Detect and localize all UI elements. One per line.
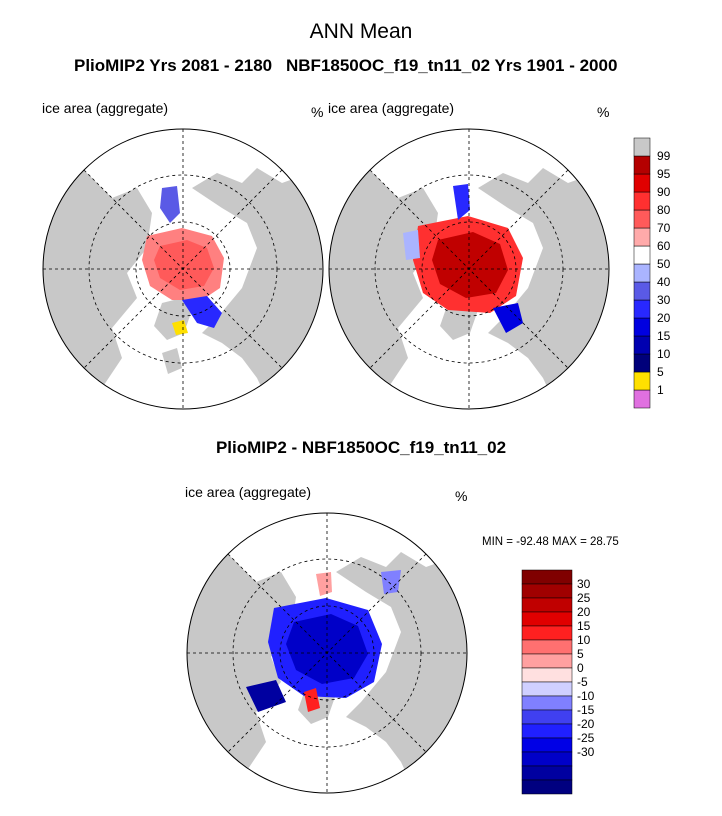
polar-map-pliomip2 <box>42 128 324 410</box>
colorbar-box <box>521 611 573 627</box>
colorbar-label: -10 <box>577 689 595 703</box>
land-north-america <box>329 158 438 409</box>
colorbar-box <box>521 695 573 711</box>
colorbar-box <box>633 281 651 301</box>
land-svalbard <box>162 348 182 374</box>
colorbar-label: -30 <box>577 745 595 759</box>
colorbar-box <box>521 779 573 795</box>
colorbar-box <box>633 317 651 337</box>
figure-title: ANN Mean <box>309 20 413 43</box>
polar-map-difference <box>186 512 468 794</box>
ice-pack-inner <box>432 232 508 298</box>
colorbar-box <box>521 709 573 725</box>
colorbar-box <box>521 653 573 669</box>
colorbar-box <box>521 681 573 697</box>
colorbar-label: 10 <box>577 633 591 647</box>
colorbar-box <box>633 389 651 409</box>
colorbar-label: 20 <box>657 311 671 325</box>
land-eurasia <box>478 168 609 409</box>
colorbar-label: 10 <box>657 347 671 361</box>
colorbar-label: 80 <box>657 203 671 217</box>
colorbar-box <box>521 583 573 599</box>
variable-label-diff: ice area (aggregate) <box>185 484 312 500</box>
colorbar-label: -15 <box>577 703 595 717</box>
colorbar-label: 5 <box>577 647 584 661</box>
colorbar-label: 70 <box>657 221 671 235</box>
colorbar-label: 20 <box>577 605 591 619</box>
case-title-right: NBF1850OC_f19_tn11_02 Yrs 1901 - 2000 <box>286 56 618 75</box>
colorbar-box <box>521 597 573 613</box>
ice-edge-yellow <box>172 320 188 335</box>
colorbar-box <box>633 209 651 229</box>
colorbar-label: 15 <box>657 329 671 343</box>
colorbar-label: -5 <box>577 675 588 689</box>
colorbar-label: -20 <box>577 717 595 731</box>
ice-edge-lilac <box>403 230 420 260</box>
land-north-america <box>187 542 296 793</box>
colorbar-box <box>521 625 573 641</box>
colorbar-label: 40 <box>657 275 671 289</box>
colorbar-label: 30 <box>577 577 591 591</box>
colorbar-box <box>633 173 651 193</box>
diff-ice-gain <box>304 688 320 712</box>
colorbar-box <box>633 335 651 355</box>
colorbar-ice-area: 99 95 90 80 70 60 50 40 30 20 15 10 5 1 <box>633 137 671 409</box>
colorbar-label: 15 <box>577 619 591 633</box>
colorbar-box <box>633 227 651 247</box>
colorbar-box <box>633 191 651 211</box>
colorbar-box <box>633 371 651 391</box>
colorbar-label: 90 <box>657 185 671 199</box>
diff-ice-gain-2 <box>316 572 332 596</box>
colorbar-box <box>521 765 573 781</box>
land-eurasia <box>336 552 467 793</box>
colorbar-label: 50 <box>657 257 671 271</box>
colorbar-box <box>633 353 651 373</box>
colorbar-box <box>521 569 573 585</box>
colorbar-label: 30 <box>657 293 671 307</box>
colorbar-box <box>521 751 573 767</box>
units-label-diff: % <box>455 488 468 504</box>
colorbar-label: 60 <box>657 239 671 253</box>
min-max-label: MIN = -92.48 MAX = 28.75 <box>482 536 619 548</box>
colorbar-box <box>521 723 573 739</box>
ice-edge-blue <box>493 303 523 333</box>
polar-map-nbf1850oc <box>328 128 610 410</box>
colorbar-box <box>633 245 651 265</box>
diff-light <box>381 570 401 594</box>
variable-label-left: ice area (aggregate) <box>42 100 169 116</box>
colorbar-box <box>521 737 573 753</box>
ice-pack-inner <box>154 240 214 290</box>
colorbar-box <box>633 155 651 175</box>
colorbar-box <box>633 299 651 319</box>
variable-label-right: ice area (aggregate) <box>328 100 455 116</box>
colorbar-box <box>521 667 573 683</box>
case-title-left: PlioMIP2 Yrs 2081 - 2180 <box>74 56 273 75</box>
colorbar-label: 99 <box>657 149 671 163</box>
colorbar-label: 25 <box>577 591 591 605</box>
colorbar-label: 95 <box>657 167 671 181</box>
ice-edge-blue-2 <box>160 186 180 223</box>
colorbar-label: 1 <box>657 383 664 397</box>
colorbar-label: 0 <box>577 661 584 675</box>
ice-edge-blue-2 <box>453 184 470 220</box>
difference-title: PlioMIP2 - NBF1850OC_f19_tn11_02 <box>215 438 507 457</box>
colorbar-box <box>633 137 651 157</box>
land-eurasia <box>192 168 323 409</box>
units-label-right: % <box>597 104 610 120</box>
land-north-america <box>43 158 152 409</box>
colorbar-label: -25 <box>577 731 595 745</box>
colorbar-label: 5 <box>657 365 664 379</box>
units-label-left: % <box>311 104 324 120</box>
colorbar-box <box>633 263 651 283</box>
colorbar-box <box>521 639 573 655</box>
diff-ice-loss-core <box>286 614 368 684</box>
